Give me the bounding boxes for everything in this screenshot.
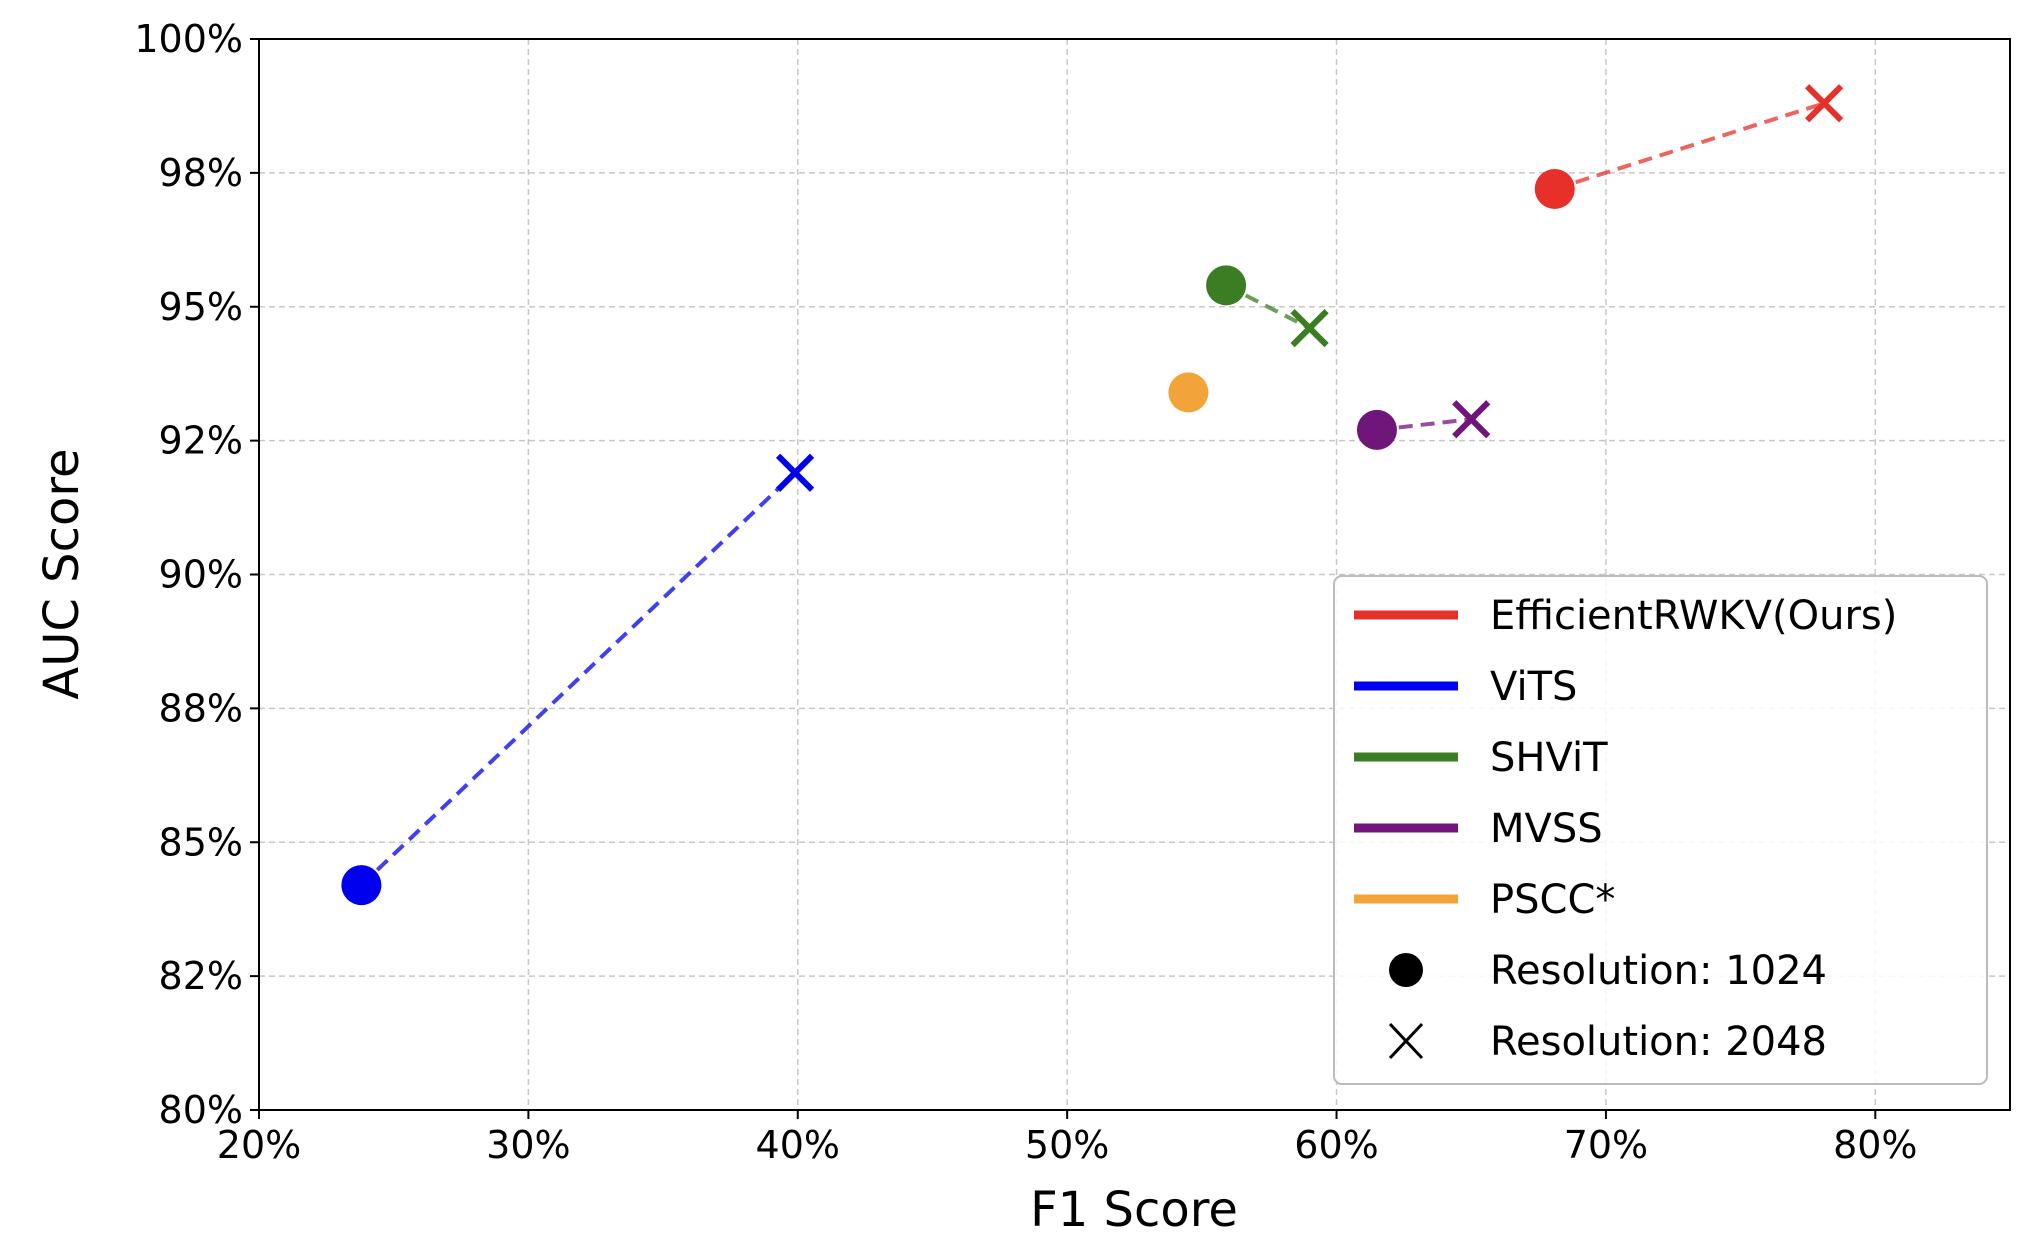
y-tick-label: 85% bbox=[159, 820, 243, 864]
shvit-point-1024 bbox=[1206, 265, 1247, 306]
x-tick-label: 30% bbox=[486, 1123, 570, 1167]
legend-label-efficientrwkv-ours: EfficientRWKV(Ours) bbox=[1490, 593, 1897, 639]
x-tick-label: 60% bbox=[1294, 1123, 1378, 1167]
x-stroke bbox=[1452, 400, 1491, 439]
legend: EfficientRWKV(Ours) ViTS SHViT MVSS PSCC* Res… bbox=[1333, 575, 1988, 1085]
vits-point-1024 bbox=[341, 865, 382, 906]
shvit-point-2048 bbox=[1290, 309, 1329, 348]
x-tick-label: 80% bbox=[1833, 1123, 1917, 1167]
y-tick-label: 90% bbox=[159, 553, 243, 597]
series-connectors bbox=[359, 101, 1825, 887]
legend-label-vits: ViTS bbox=[1490, 664, 1577, 710]
vits-point-2048 bbox=[775, 453, 815, 492]
legend-label-pscc: PSCC* bbox=[1490, 877, 1615, 923]
y-tick-label: 95% bbox=[159, 285, 243, 329]
x-tick-label: 50% bbox=[1025, 1123, 1109, 1167]
x-stroke bbox=[1805, 84, 1844, 123]
mvss-connector bbox=[1376, 417, 1472, 432]
legend-label-circle: Resolution: 1024 bbox=[1490, 948, 1827, 994]
mvss-point-2048 bbox=[1452, 400, 1491, 439]
y-tick-label: 88% bbox=[159, 686, 243, 730]
legend-label-x: Resolution: 2048 bbox=[1490, 1019, 1827, 1065]
axis-ticks: 20% 30% 40% 50% 60% 70% 80% 80% 82% 85% 88% 90% 92% 9… bbox=[134, 17, 1917, 1167]
efficientrwkv-ours-point-1024 bbox=[1534, 168, 1575, 209]
pscc-point-1024 bbox=[1168, 372, 1209, 413]
shvit-connector bbox=[1225, 283, 1311, 330]
legend-marker-circle bbox=[1389, 953, 1423, 987]
efficientrwkv-ours-connector bbox=[1554, 101, 1825, 191]
y-tick-label: 100% bbox=[134, 17, 243, 61]
legend-box bbox=[1333, 575, 1988, 1085]
y-tick-label: 82% bbox=[159, 954, 243, 998]
x-stroke bbox=[775, 453, 815, 492]
x-axis-title: F1 Score bbox=[1030, 1182, 1238, 1238]
legend-marker-x bbox=[1388, 1022, 1424, 1060]
y-axis-title: AUC Score bbox=[34, 448, 90, 699]
x-stroke bbox=[1290, 309, 1329, 348]
data-markers bbox=[341, 84, 1844, 906]
y-tick-label: 80% bbox=[159, 1088, 243, 1132]
legend-label-mvss: MVSS bbox=[1490, 806, 1603, 852]
x-tick-label: 40% bbox=[756, 1123, 840, 1167]
y-tick-label: 92% bbox=[159, 419, 243, 463]
efficientrwkv-ours-point-2048 bbox=[1805, 84, 1844, 123]
legend-label-shvit: SHViT bbox=[1490, 735, 1608, 781]
vits-connector bbox=[359, 471, 797, 887]
x-stroke bbox=[1388, 1022, 1424, 1060]
x-tick-label: 20% bbox=[217, 1123, 301, 1167]
x-tick-label: 70% bbox=[1564, 1123, 1648, 1167]
y-tick-label: 98% bbox=[159, 151, 243, 195]
mvss-point-1024 bbox=[1356, 409, 1397, 450]
